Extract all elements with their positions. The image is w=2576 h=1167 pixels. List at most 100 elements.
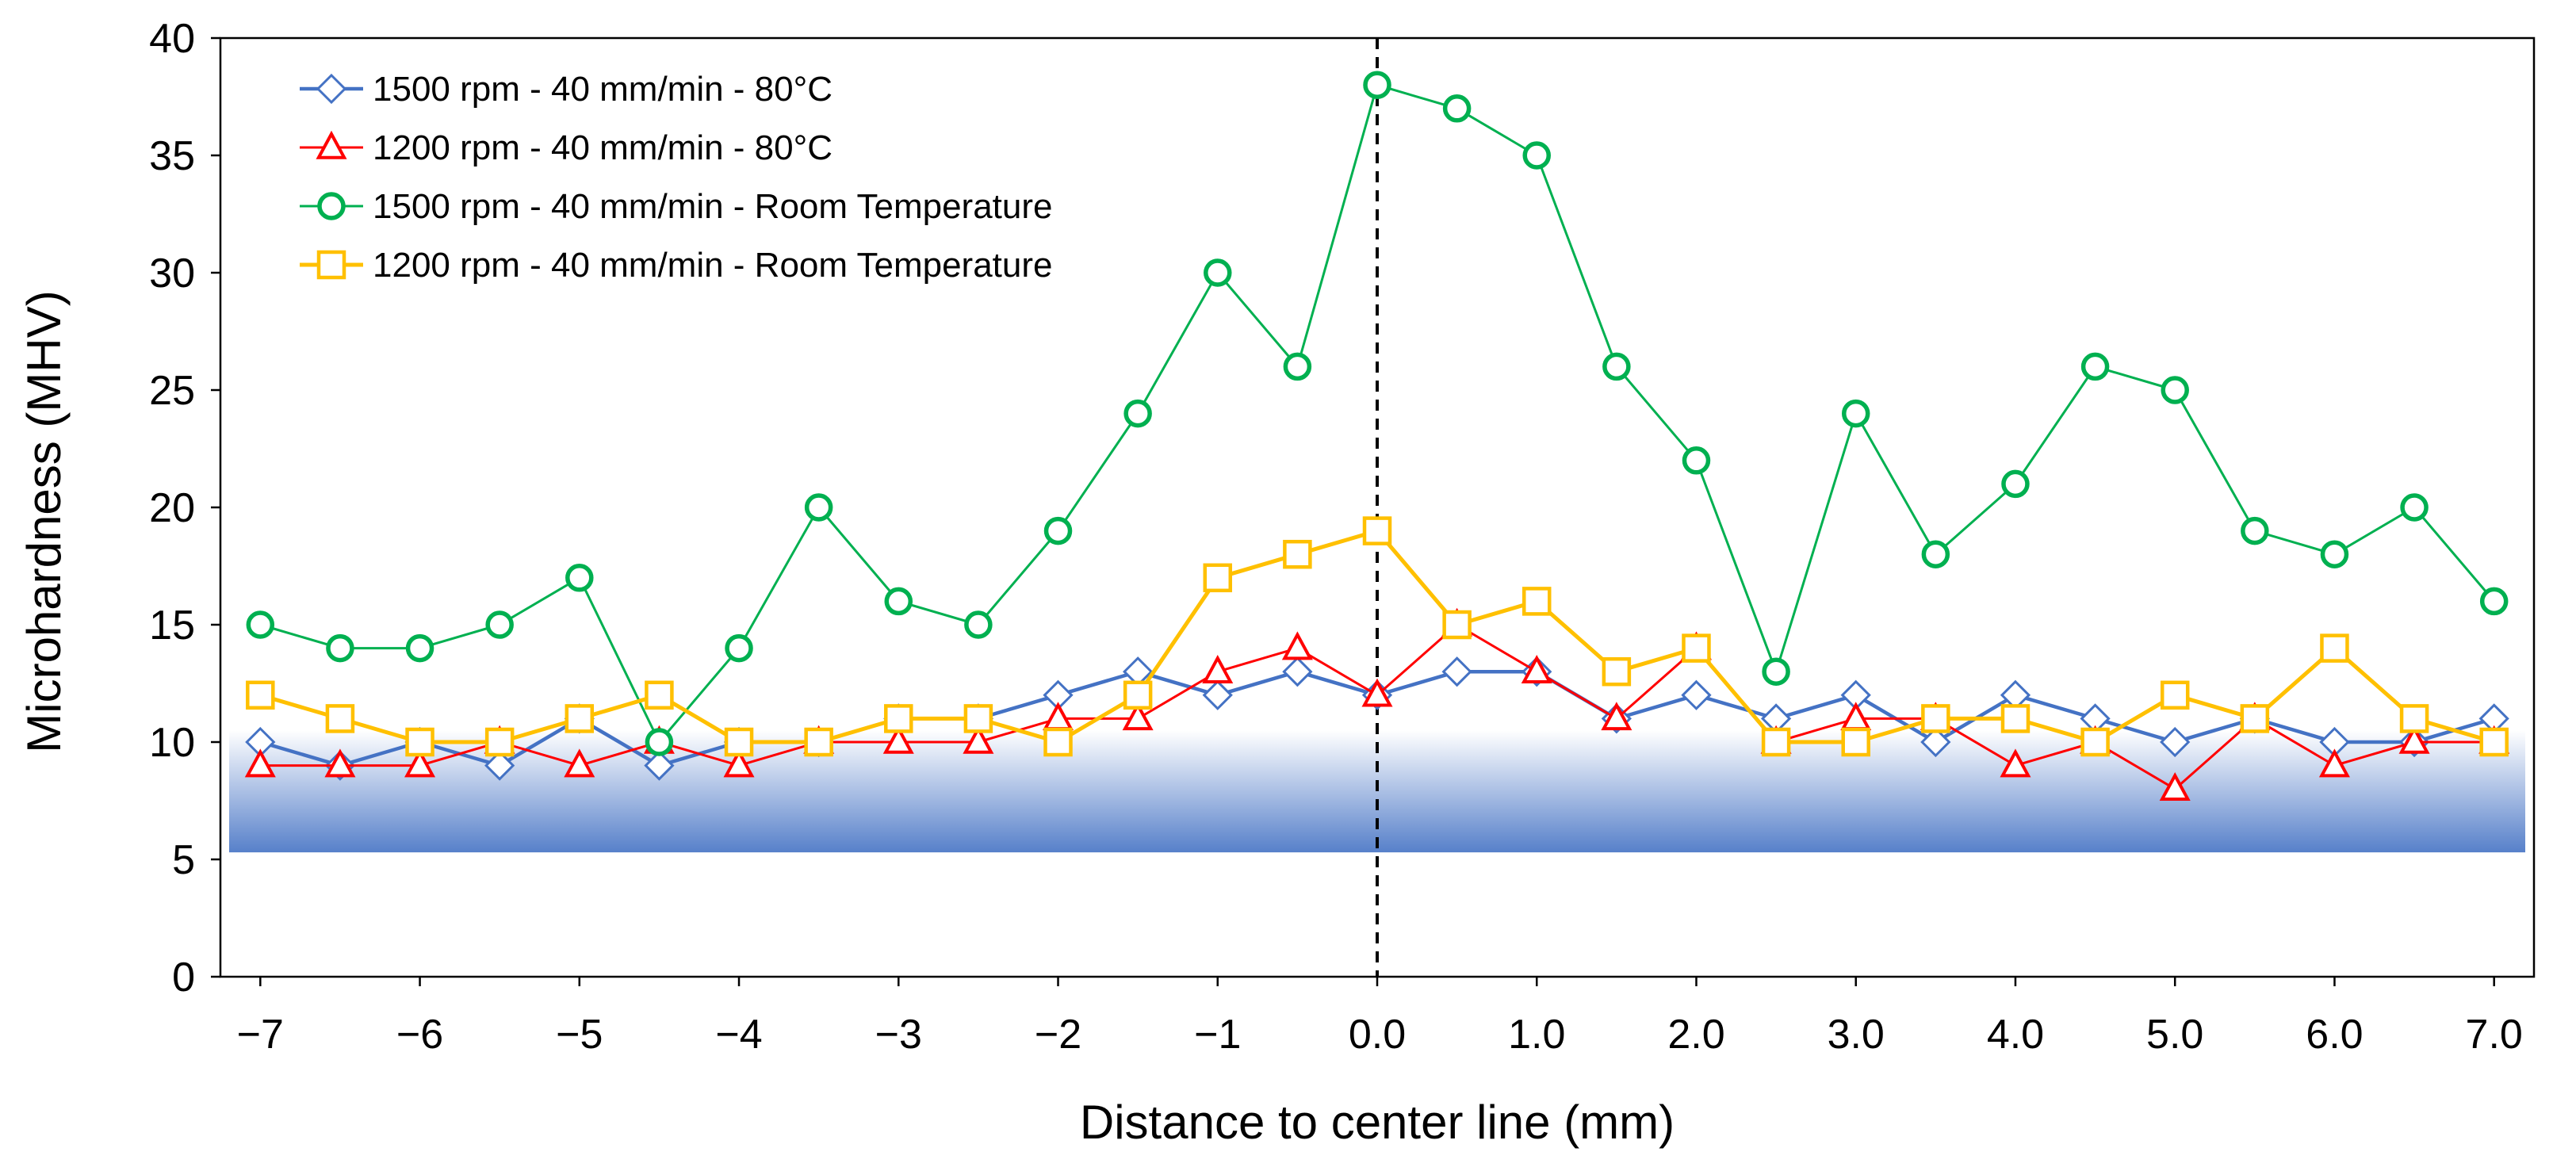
legend-marker-square — [316, 250, 346, 280]
data-point-square — [963, 704, 993, 733]
data-point-triangle — [1521, 655, 1552, 683]
data-point-square — [2000, 704, 2031, 733]
data-point-triangle — [244, 748, 276, 778]
data-point-triangle — [564, 748, 595, 778]
data-point-circle — [725, 633, 753, 663]
data-point-circle — [1204, 258, 1232, 287]
data-point-circle — [1522, 141, 1551, 170]
x-tick-label: −7 — [237, 1012, 284, 1058]
y-tick-label: 25 — [149, 368, 195, 414]
data-point-square — [804, 727, 833, 757]
x-tick-label: 5.0 — [2146, 1012, 2203, 1058]
data-point-diamond — [484, 750, 515, 781]
data-point-square — [2160, 680, 2190, 710]
data-point-triangle — [1601, 702, 1632, 731]
x-axis-title: Distance to center line (mm) — [1080, 1096, 1675, 1149]
data-point-circle — [1043, 516, 1073, 545]
data-point-square — [1123, 680, 1153, 710]
data-point-square — [565, 704, 595, 733]
data-point-triangle — [1122, 702, 1154, 731]
data-point-triangle — [2318, 748, 2350, 778]
data-point-circle — [2320, 540, 2349, 568]
x-tick-label: 4.0 — [1987, 1012, 2044, 1058]
data-point-circle — [645, 728, 674, 756]
data-point-triangle — [1281, 631, 1313, 660]
data-point-square — [724, 727, 754, 757]
data-point-diamond — [1202, 679, 1233, 710]
data-point-triangle — [404, 748, 436, 778]
data-point-triangle — [963, 725, 994, 754]
y-tick-label: 10 — [149, 720, 195, 766]
y-tick-label: 15 — [149, 603, 195, 649]
data-point-square — [1203, 563, 1233, 593]
data-point-circle — [1682, 446, 1711, 475]
data-point-square — [1521, 587, 1552, 616]
data-point-square — [1362, 516, 1392, 545]
y-tick-label: 20 — [149, 485, 195, 531]
data-point-square — [2479, 727, 2509, 757]
data-point-circle — [1283, 352, 1312, 381]
x-tick-label: 6.0 — [2306, 1012, 2363, 1058]
x-tick-label: 2.0 — [1667, 1012, 1724, 1058]
data-point-circle — [485, 610, 514, 639]
data-point-square — [1761, 727, 1791, 757]
y-tick-label: 40 — [149, 16, 195, 62]
data-point-square — [325, 704, 355, 733]
data-point-circle — [565, 564, 594, 592]
x-tick-label: −1 — [1194, 1012, 1241, 1058]
series-line — [259, 83, 2495, 744]
data-point-circle — [1442, 94, 1472, 123]
x-tick-label: −5 — [556, 1012, 603, 1058]
data-point-triangle — [1361, 678, 1393, 707]
data-point-diamond — [1441, 656, 1472, 687]
data-point-circle — [2080, 352, 2110, 381]
data-point-circle — [1762, 657, 1790, 686]
data-point-square — [405, 727, 434, 757]
legend-marker-triangle — [316, 130, 347, 159]
legend-label: 1200 rpm - 40 mm/min - Room Temperature — [373, 246, 1052, 285]
data-point-triangle — [1202, 655, 1234, 683]
data-point-circle — [246, 610, 275, 639]
data-point-triangle — [1043, 702, 1074, 731]
x-tick-label: 3.0 — [1828, 1012, 1885, 1058]
x-tick-label: 1.0 — [1508, 1012, 1565, 1058]
data-point-square — [1602, 656, 1632, 687]
data-point-circle — [405, 633, 434, 663]
data-point-square — [2320, 633, 2349, 663]
x-tick-label: −6 — [396, 1012, 443, 1058]
data-point-square — [2399, 704, 2429, 733]
data-point-circle — [326, 633, 354, 663]
data-point-circle — [2001, 469, 2030, 499]
y-tick-label: 30 — [149, 251, 195, 297]
data-point-circle — [1602, 352, 1631, 381]
x-tick-label: 0.0 — [1349, 1012, 1406, 1058]
data-point-square — [645, 680, 674, 710]
data-point-triangle — [324, 748, 356, 778]
x-tick-label: 7.0 — [2466, 1012, 2523, 1058]
legend-label: 1500 rpm - 40 mm/min - Room Temperature — [373, 187, 1052, 226]
series-circle — [246, 71, 2509, 756]
data-point-square — [1043, 727, 1073, 757]
data-point-diamond — [644, 750, 675, 781]
x-tick-label: −3 — [875, 1012, 922, 1058]
data-point-square — [884, 704, 913, 733]
data-point-square — [1442, 610, 1472, 640]
data-point-triangle — [1840, 702, 1872, 731]
data-point-circle — [1921, 540, 1950, 568]
data-point-circle — [884, 587, 913, 616]
data-point-circle — [2479, 587, 2509, 616]
data-point-diamond — [1282, 656, 1313, 687]
data-point-circle — [1363, 71, 1391, 99]
data-point-square — [2080, 727, 2110, 757]
data-point-diamond — [1920, 726, 1951, 758]
legend-marker-circle — [317, 192, 346, 220]
series-square — [246, 516, 2509, 757]
data-point-triangle — [882, 725, 914, 754]
data-point-diamond — [1681, 679, 1712, 710]
data-point-triangle — [2000, 748, 2031, 778]
data-point-triangle — [723, 748, 755, 778]
data-point-triangle — [2398, 725, 2430, 754]
data-point-square — [1841, 727, 1870, 757]
data-point-square — [484, 727, 515, 757]
